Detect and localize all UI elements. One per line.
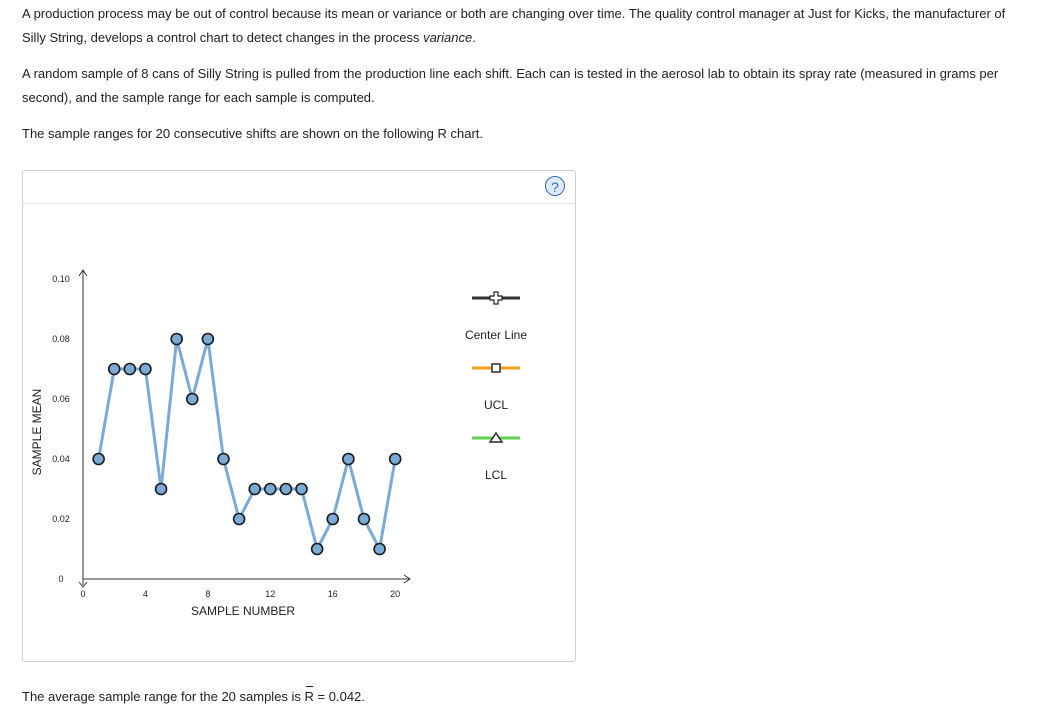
data-point <box>357 512 371 526</box>
x-tick-label: 12 <box>265 589 275 599</box>
r-bar-symbol: R <box>305 685 314 709</box>
plus-marker-icon <box>489 291 503 305</box>
data-point <box>201 332 215 346</box>
x-axis-title: SAMPLE NUMBER <box>191 604 295 618</box>
intro-paragraph-2: A random sample of 8 cans of Silly Strin… <box>22 66 999 105</box>
y-tick-label: 0 <box>58 574 63 584</box>
data-point <box>295 482 308 496</box>
data-point <box>107 362 121 376</box>
y-axis-down-arrow-icon <box>78 581 88 588</box>
y-tick-label: 0.06 <box>52 394 70 404</box>
data-point <box>217 452 230 466</box>
legend-item-lcl: LCL <box>472 431 520 482</box>
intro-paragraph-3: The sample ranges for 20 consecutive shi… <box>22 126 484 141</box>
square-marker-icon <box>491 363 501 373</box>
data-point <box>326 512 340 526</box>
chart-panel: ? 0 4 8 12 16 20 0 0.02 0.04 0.06 0.08 0.10 SAMPLE N… <box>22 170 576 662</box>
intro-paragraph-1: A production process may be out of contr… <box>22 2 1032 50</box>
x-tick-label: 16 <box>328 589 338 599</box>
x-tick-label: 0 <box>80 589 85 599</box>
help-icon[interactable]: ? <box>545 176 565 196</box>
r-chart: 0 4 8 12 16 20 0 0.02 0.04 0.06 0.08 0.10 SAMPLE NUM… <box>30 269 527 618</box>
footer-text: The average sample range for the 20 samp… <box>22 685 1032 709</box>
legend-label: UCL <box>484 398 508 412</box>
y-tick-label: 0.10 <box>52 274 70 284</box>
data-point <box>373 542 386 556</box>
data-point <box>232 512 246 526</box>
data-point <box>342 452 355 466</box>
x-tick-label: 4 <box>143 589 148 599</box>
intro-text-1b: . <box>472 30 476 45</box>
data-point <box>388 452 402 466</box>
x-tick-label: 20 <box>390 589 400 599</box>
data-point <box>154 482 168 496</box>
footer-text-b: = 0.042. <box>313 689 365 704</box>
data-point <box>123 362 137 376</box>
y-axis-arrow-icon <box>78 269 88 277</box>
series-line <box>97 337 397 551</box>
intro-text-1a: A production process may be out of contr… <box>22 6 1006 45</box>
data-point <box>185 392 199 406</box>
legend-label: LCL <box>485 468 507 482</box>
y-tick-label: 0.08 <box>52 334 70 344</box>
legend-item-center-line: Center Line <box>465 291 527 342</box>
y-tick-label: 0.04 <box>52 454 70 464</box>
triangle-marker-icon <box>488 431 504 443</box>
data-point <box>310 542 324 556</box>
x-tick-label: 8 <box>205 589 210 599</box>
legend-label: Center Line <box>465 328 527 342</box>
data-point <box>170 332 183 346</box>
data-point <box>264 482 277 496</box>
data-point <box>139 362 152 376</box>
footer-text-a: The average sample range for the 20 samp… <box>22 689 305 704</box>
data-point <box>248 482 262 496</box>
data-point <box>279 482 293 496</box>
chart-panel-toolbar: ? <box>23 171 575 204</box>
legend-item-ucl: UCL <box>472 363 520 412</box>
y-axis-title: SAMPLE MEAN <box>30 389 44 476</box>
x-axis-arrow-icon <box>403 574 411 584</box>
intro-emphasis-variance: variance <box>423 30 473 45</box>
y-tick-label: 0.02 <box>52 514 70 524</box>
data-point <box>92 452 105 466</box>
